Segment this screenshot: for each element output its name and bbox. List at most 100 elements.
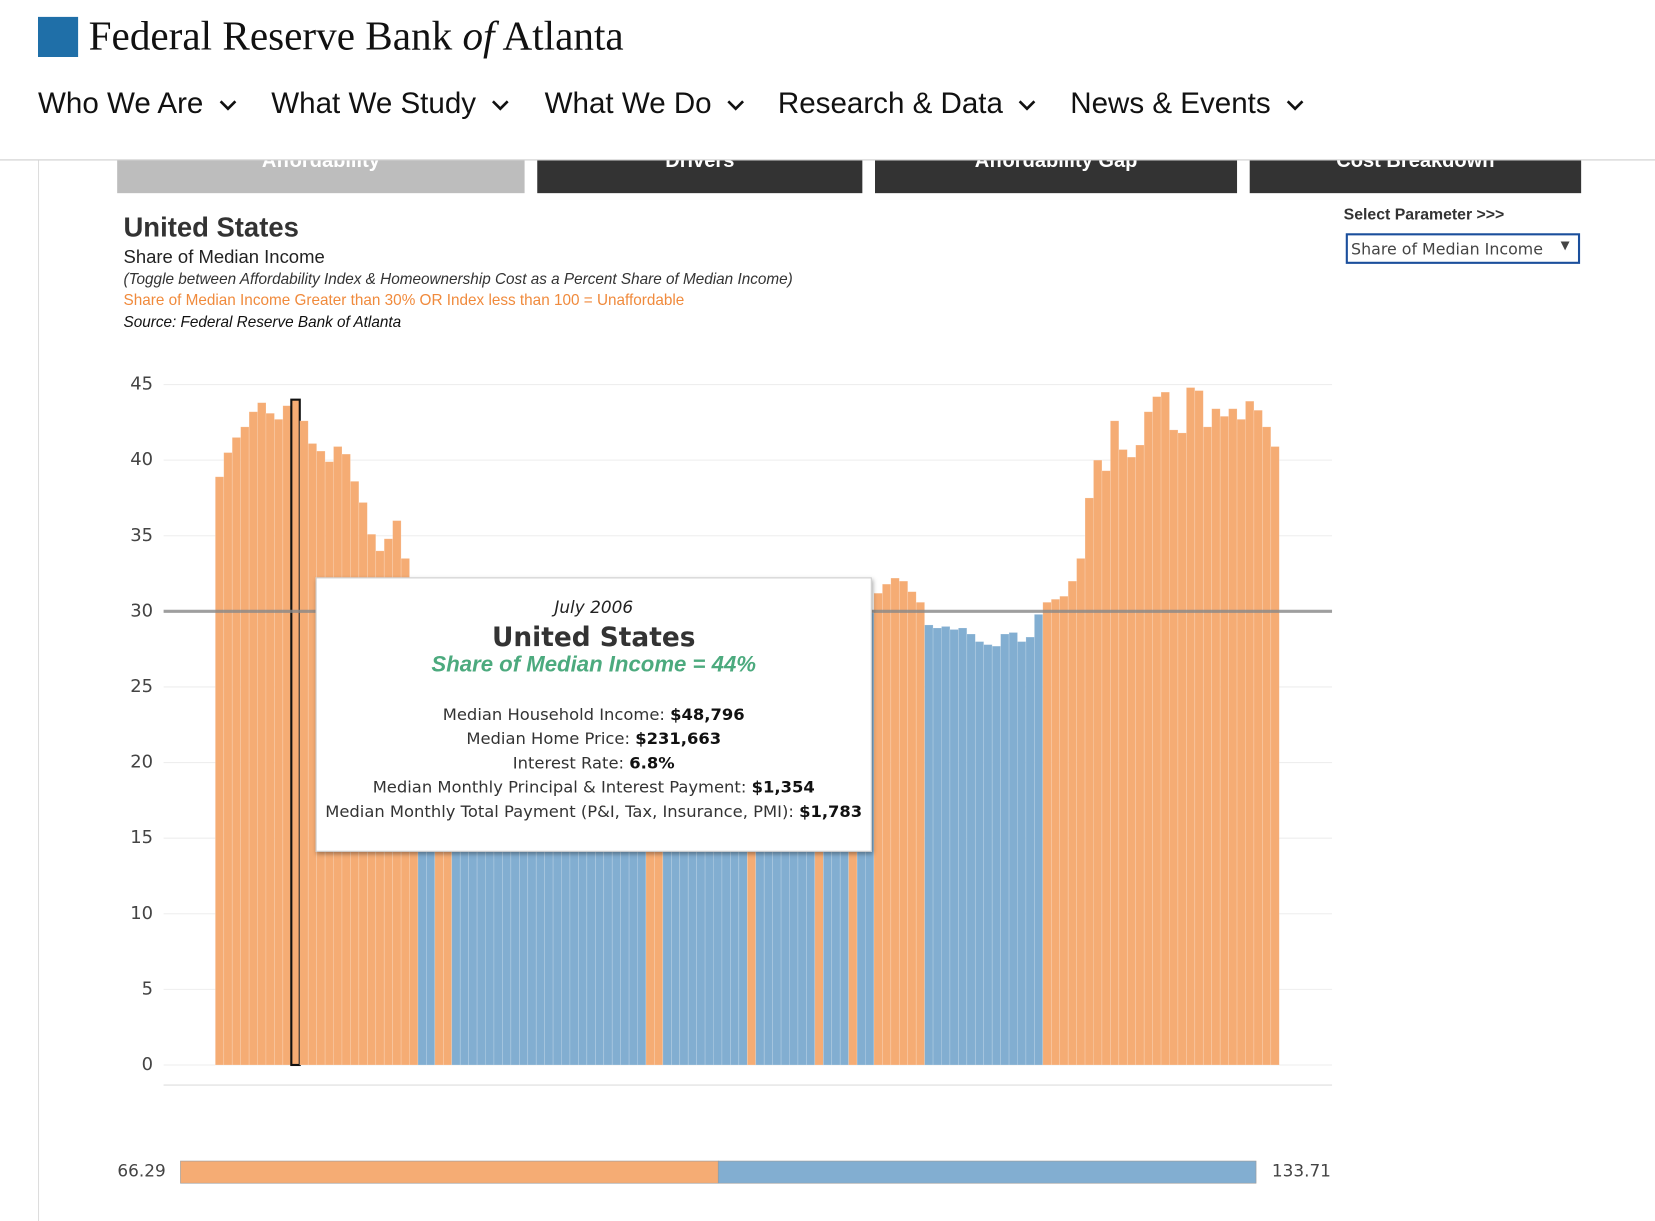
source: Source: Federal Reserve Bank of Atlanta <box>123 314 402 332</box>
bar <box>932 627 942 1066</box>
row-label: Interest Rate: <box>512 753 625 773</box>
bar <box>958 627 968 1066</box>
warning: Share of Median Income Greater than 30% … <box>123 292 685 310</box>
site-header: Federal Reserve Bank of Atlanta Who We A… <box>0 0 1655 161</box>
y-tick-label: 25 <box>130 676 153 697</box>
nav-label: Research & Data <box>777 86 1003 120</box>
tooltip-row: Median Home Price: $231,663 <box>317 727 871 751</box>
chevron <box>492 99 509 111</box>
select-value: Share of Median Income <box>1351 239 1543 259</box>
row-value: $231,663 <box>635 729 722 749</box>
bar <box>1000 633 1010 1066</box>
bar <box>949 629 959 1066</box>
tooltip-title: United States <box>491 621 696 653</box>
row-label: Median Household Income: <box>442 705 665 725</box>
bar <box>890 577 900 1066</box>
logo[interactable] <box>37 16 79 57</box>
y-tick-label: 45 <box>130 374 153 395</box>
row-label: Median Monthly Total Payment (P&I, Tax, … <box>325 802 794 822</box>
bar <box>1211 408 1221 1066</box>
bar <box>941 626 951 1066</box>
y-tick-label: 15 <box>130 827 153 848</box>
y-tick-label: 0 <box>142 1054 153 1075</box>
nav-item[interactable]: What We Study <box>271 87 510 121</box>
bar <box>1025 636 1035 1066</box>
bar <box>1169 429 1179 1066</box>
row-label: Median Home Price: <box>466 729 630 749</box>
tooltip-row: Median Monthly Total Payment (P&I, Tax, … <box>317 800 871 824</box>
chevron <box>219 99 236 111</box>
bar <box>1008 632 1018 1066</box>
select-arrow: ▼ <box>1560 238 1570 253</box>
bar <box>1118 449 1128 1066</box>
legend-min: 66.29 <box>117 1161 165 1181</box>
y-tick-label: 40 <box>130 449 153 470</box>
note: (Toggle between Affordability Index & Ho… <box>123 271 793 289</box>
bar <box>1270 446 1280 1066</box>
tooltip-row: Interest Rate: 6.8% <box>317 752 871 776</box>
parameter-select[interactable]: Share of Median Income ▼ <box>1345 233 1581 264</box>
nav-label: News & Events <box>1070 86 1271 120</box>
chevron <box>1018 99 1036 111</box>
bar <box>991 645 1001 1066</box>
bar <box>1202 426 1213 1066</box>
bar <box>1228 408 1238 1066</box>
bar <box>1152 396 1162 1066</box>
bar <box>1143 411 1153 1066</box>
nav-item[interactable]: Who We Are <box>38 87 237 121</box>
bar <box>1135 444 1145 1066</box>
row-label: Median Monthly Principal & Interest Paym… <box>372 777 747 797</box>
bar <box>1101 470 1111 1066</box>
select-label: Select Parameter >>> <box>1343 205 1505 224</box>
chevron <box>727 99 745 111</box>
bar <box>1219 415 1229 1066</box>
bar <box>1253 409 1263 1066</box>
bar <box>915 601 925 1066</box>
nav-item[interactable]: What We Do <box>545 87 746 121</box>
bar <box>299 420 309 1066</box>
bar <box>974 641 985 1066</box>
bar <box>248 411 258 1066</box>
tooltip-date: July 2006 <box>554 597 634 618</box>
y-tick-label: 20 <box>130 752 153 773</box>
tooltip-metric: Share of Median Income = 44% <box>431 652 757 677</box>
row-value: $1,354 <box>751 777 815 797</box>
bar <box>1042 601 1052 1066</box>
brand[interactable]: Federal Reserve Bank of Atlanta <box>89 13 624 60</box>
bar <box>1186 387 1196 1066</box>
y-tick-label: 35 <box>130 525 153 546</box>
row-value: 6.8% <box>629 753 675 773</box>
tooltip-rows: Median Household Income: $48,796 Median H… <box>317 703 871 824</box>
page-border <box>37 159 40 1221</box>
brand-text: Federal Reserve Bank <box>88 13 453 60</box>
bar <box>873 592 883 1066</box>
bar <box>1067 580 1077 1066</box>
legend-segment <box>717 1160 1257 1184</box>
nav-item[interactable]: News & Events <box>1070 87 1304 121</box>
row-value: $1,783 <box>799 802 863 822</box>
nav-label: Who We Are <box>37 86 204 120</box>
tooltip-row: Median Household Income: $48,796 <box>317 703 871 727</box>
bar <box>966 633 976 1066</box>
bar <box>1262 426 1272 1066</box>
bar <box>1236 419 1246 1066</box>
bar <box>1076 558 1086 1066</box>
bar <box>231 437 241 1066</box>
bar <box>282 405 292 1066</box>
bar <box>1017 641 1027 1066</box>
bar <box>1126 456 1137 1066</box>
bar <box>215 476 225 1066</box>
bar <box>1194 390 1204 1066</box>
bar <box>240 426 250 1066</box>
bar <box>898 580 909 1066</box>
brand-text: of <box>462 13 495 60</box>
bar <box>1084 497 1094 1066</box>
y-tick-label: 30 <box>130 600 153 621</box>
nav-item[interactable]: Research & Data <box>778 87 1037 121</box>
bar <box>924 624 934 1066</box>
nav-label: What We Study <box>271 86 477 120</box>
bar <box>1160 391 1170 1066</box>
bar <box>257 402 267 1066</box>
nav-label: What We Do <box>544 86 712 120</box>
